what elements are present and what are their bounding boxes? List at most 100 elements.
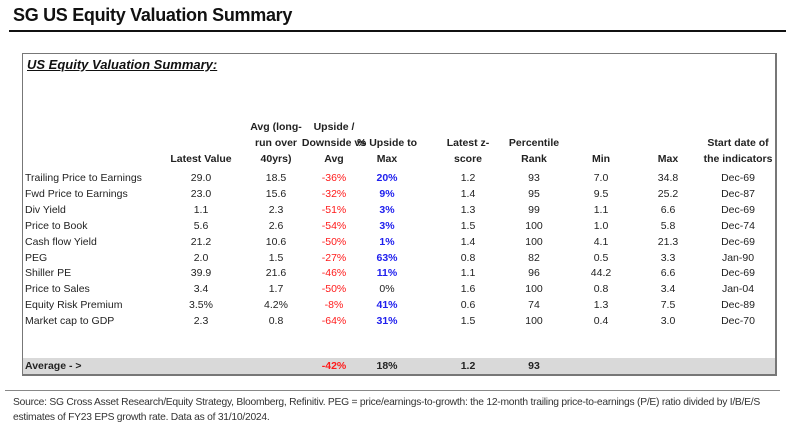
- cell-avg-long-run: 2.3: [268, 203, 284, 216]
- cell-upside-vs-avg: -51%: [321, 203, 347, 216]
- cell-min: 1.0: [593, 219, 609, 232]
- cell-upside-to-max: 63%: [376, 251, 398, 264]
- average-row: Average - > -42% 18% 1.2 93: [23, 358, 775, 374]
- cell-z-score: 0.8: [460, 251, 476, 264]
- row-label: Cash flow Yield: [25, 235, 97, 248]
- cell-max: 3.3: [660, 251, 676, 264]
- cell-latest-value: 3.5%: [189, 299, 213, 312]
- cell-min: 4.1: [593, 235, 609, 248]
- row-label: Price to Book: [25, 219, 88, 232]
- cell-latest-value: 21.2: [190, 235, 212, 248]
- cell-upside-to-max: 0%: [379, 283, 395, 296]
- cell-latest-value: 5.6: [193, 219, 209, 232]
- cell-upside-to-max: 41%: [376, 299, 398, 312]
- cell-latest-value: 3.4: [193, 283, 209, 296]
- cell-start-date: Jan-90: [721, 251, 755, 264]
- cell-z-score: 1.2: [460, 172, 476, 184]
- cell-percentile-rank: 82: [528, 251, 540, 264]
- cell-max: 3.4: [660, 283, 676, 296]
- cell-percentile-rank: 100: [525, 315, 543, 328]
- header-latest-value: Latest Value: [170, 153, 232, 165]
- cell-min: 44.2: [590, 267, 612, 280]
- average-zscore: 1.2: [460, 360, 476, 372]
- row-label: Trailing Price to Earnings: [25, 172, 142, 184]
- row-label: Fwd Price to Earnings: [25, 187, 128, 200]
- source-divider: [5, 390, 780, 391]
- cell-start-date: Jan-04: [721, 283, 755, 296]
- cell-avg-long-run: 4.2%: [264, 299, 288, 312]
- cell-max: 34.8: [657, 172, 679, 184]
- cell-start-date: Dec-69: [721, 235, 755, 248]
- cell-max: 7.5: [660, 299, 676, 312]
- row-label: Price to Sales: [25, 283, 90, 296]
- cell-start-date: Dec-89: [721, 299, 755, 312]
- cell-percentile-rank: 100: [525, 283, 543, 296]
- source-note: Source: SG Cross Asset Research/Equity S…: [13, 397, 761, 423]
- cell-latest-value: 2.3: [193, 315, 209, 328]
- cell-upside-vs-avg: -36%: [321, 172, 347, 184]
- cell-percentile-rank: 74: [528, 299, 540, 312]
- cell-upside-vs-avg: -50%: [321, 283, 347, 296]
- cell-start-date: Dec-74: [721, 219, 755, 232]
- cell-avg-long-run: 10.6: [265, 235, 287, 248]
- average-upside-avg: -42%: [321, 360, 347, 372]
- header-start-date: Start date of the indicators: [703, 137, 773, 165]
- cell-latest-value: 2.0: [193, 251, 209, 264]
- cell-upside-vs-avg: -64%: [321, 315, 347, 328]
- cell-min: 1.1: [593, 203, 609, 216]
- cell-percentile-rank: 96: [528, 267, 540, 280]
- average-pct-rank: 93: [528, 360, 540, 372]
- cell-latest-value: 39.9: [190, 267, 212, 280]
- header-avg-long-run: Avg (long- run over 40yrs): [250, 121, 302, 165]
- header-upside-vs-avg: Upside / Downside vs Avg: [301, 121, 367, 165]
- cell-z-score: 1.5: [460, 315, 476, 328]
- cell-latest-value: 23.0: [190, 187, 212, 200]
- cell-min: 0.8: [593, 283, 609, 296]
- cell-avg-long-run: 21.6: [265, 267, 287, 280]
- cell-avg-long-run: 1.7: [268, 283, 284, 296]
- page-title: SG US Equity Valuation Summary: [13, 5, 293, 25]
- cell-avg-long-run: 18.5: [265, 172, 287, 184]
- cell-start-date: Dec-69: [721, 203, 755, 216]
- cell-max: 25.2: [657, 187, 679, 200]
- cell-upside-vs-avg: -27%: [321, 251, 347, 264]
- cell-max: 5.8: [660, 219, 676, 232]
- average-label: Average - >: [25, 360, 82, 372]
- cell-avg-long-run: 0.8: [268, 315, 284, 328]
- cell-latest-value: 29.0: [190, 172, 212, 184]
- cell-percentile-rank: 99: [528, 203, 540, 216]
- cell-upside-to-max: 9%: [379, 187, 395, 200]
- cell-min: 1.3: [593, 299, 609, 312]
- cell-upside-vs-avg: -50%: [321, 235, 347, 248]
- row-label: Shiller PE: [25, 267, 72, 280]
- row-label: Market cap to GDP: [25, 315, 115, 328]
- cell-upside-vs-avg: -32%: [321, 187, 347, 200]
- cell-min: 0.5: [593, 251, 609, 264]
- cell-percentile-rank: 93: [528, 172, 540, 184]
- cell-start-date: Dec-87: [721, 187, 755, 200]
- cell-upside-to-max: 31%: [376, 315, 398, 328]
- cell-upside-to-max: 1%: [379, 235, 395, 248]
- cell-upside-vs-avg: -46%: [321, 267, 347, 280]
- row-label: PEG: [25, 251, 48, 264]
- header-z-score: Latest z- score: [446, 137, 490, 165]
- cell-avg-long-run: 2.6: [268, 219, 284, 232]
- cell-upside-to-max: 11%: [376, 267, 398, 280]
- cell-min: 0.4: [593, 315, 609, 328]
- cell-z-score: 1.5: [460, 219, 476, 232]
- cell-latest-value: 1.1: [193, 203, 209, 216]
- cell-upside-vs-avg: -8%: [324, 299, 344, 312]
- cell-upside-to-max: 3%: [379, 219, 395, 232]
- cell-min: 9.5: [593, 187, 609, 200]
- cell-min: 7.0: [593, 172, 609, 184]
- title-rule: [9, 30, 786, 32]
- cell-z-score: 1.4: [460, 187, 476, 200]
- cell-z-score: 0.6: [460, 299, 476, 312]
- header-max: Max: [657, 153, 679, 165]
- cell-z-score: 1.4: [460, 235, 476, 248]
- cell-upside-vs-avg: -54%: [321, 219, 347, 232]
- table-title: US Equity Valuation Summary:: [27, 57, 218, 72]
- cell-upside-to-max: 20%: [376, 172, 398, 184]
- cell-max: 3.0: [660, 315, 676, 328]
- cell-start-date: Dec-69: [721, 172, 755, 184]
